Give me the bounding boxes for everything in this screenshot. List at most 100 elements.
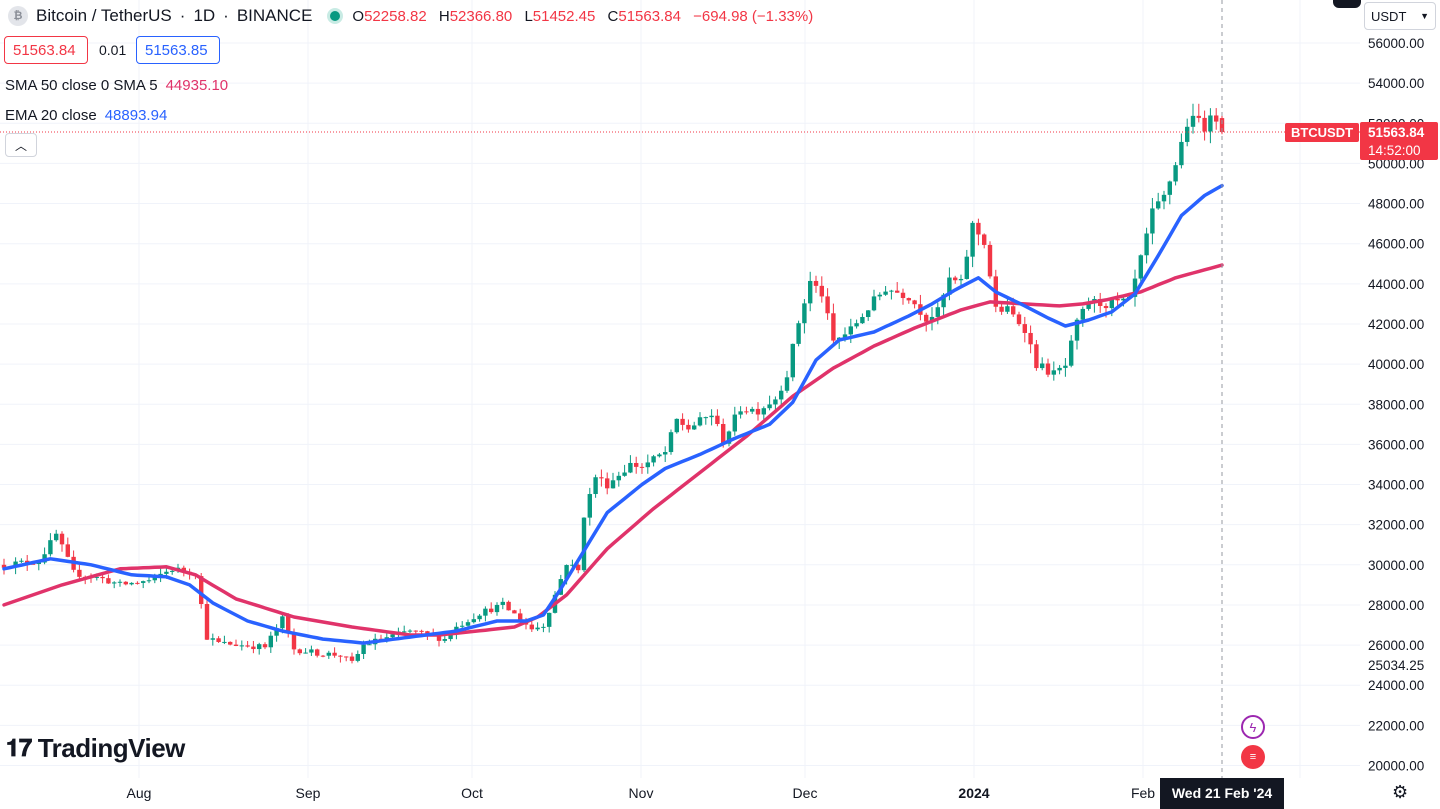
candle-body	[871, 296, 877, 311]
candle-body	[442, 639, 447, 641]
time-tick-label: Aug	[127, 785, 152, 801]
candle-body	[599, 477, 604, 479]
interval-label[interactable]: 1D	[193, 6, 216, 25]
price-tick-label: 24000.00	[1368, 678, 1424, 693]
time-axis[interactable]: Aug Sep Oct Nov Dec 2024 Feb	[127, 785, 1156, 801]
candle-body	[802, 303, 807, 324]
candle-body	[999, 306, 1004, 312]
candle-body	[796, 323, 801, 344]
us-flag-icon[interactable]: ≡	[1241, 745, 1265, 769]
sma-legend-value: 44935.10	[165, 77, 229, 94]
ema-legend-value: 48893.94	[104, 107, 168, 124]
price-tick-label: 32000.00	[1368, 518, 1424, 533]
candle-body	[697, 417, 703, 426]
candle-body	[779, 390, 784, 400]
candle-body	[767, 404, 772, 409]
candle-body	[1132, 278, 1138, 297]
candle-body	[645, 462, 650, 468]
candle-body	[1074, 319, 1080, 341]
candle-body	[471, 619, 476, 623]
price-axis[interactable]: 56000.0054000.0052000.0050000.0048000.00…	[1368, 36, 1424, 774]
candle-body	[784, 377, 790, 391]
price-tag-value: 51563.84	[1368, 125, 1425, 140]
candle-body	[895, 290, 900, 293]
price-tick-label: 26000.00	[1368, 638, 1424, 653]
candle-body	[587, 494, 592, 518]
price-tick-label: 44000.00	[1368, 277, 1424, 292]
bitcoin-logo-icon: ₿	[8, 6, 28, 26]
candle-body	[726, 431, 732, 444]
candle-body	[860, 317, 865, 324]
candle-body	[344, 656, 349, 658]
sell-button[interactable]: 51563.84	[4, 36, 88, 64]
candle-body	[367, 644, 372, 646]
candle-body	[1034, 344, 1039, 369]
candle-body	[286, 616, 291, 633]
sma-legend[interactable]: SMA 50 close 0 SMA 5 44935.10	[5, 77, 228, 94]
price-tick-label: 36000.00	[1368, 437, 1424, 452]
candle-body	[48, 540, 53, 555]
candle-body	[54, 533, 59, 541]
candle-body	[674, 418, 679, 433]
gear-icon[interactable]: ⚙	[1392, 782, 1409, 802]
candle-body	[721, 423, 726, 444]
candle-body	[355, 653, 360, 661]
candle-body	[883, 291, 888, 295]
candle-body	[547, 612, 552, 627]
candle-body	[100, 576, 105, 579]
candle-body	[222, 641, 227, 643]
candle-body	[332, 652, 337, 656]
candle-body	[512, 610, 517, 614]
candle-body	[1173, 165, 1178, 182]
candle-body	[912, 300, 917, 305]
candle-body	[831, 313, 836, 341]
tradingview-logo[interactable]: 𝟏𝟕 TradingView	[6, 733, 185, 764]
candle-body	[315, 649, 320, 656]
candle-body	[77, 569, 82, 577]
currency-selector[interactable]: USDT ▼	[1364, 2, 1436, 30]
candle-body	[123, 581, 128, 585]
ema-legend-label: EMA 20 close	[5, 107, 97, 124]
candle-body	[1161, 194, 1167, 202]
price-tick-label: 48000.00	[1368, 197, 1424, 212]
buy-button[interactable]: 51563.85	[136, 36, 220, 64]
candle-body	[1156, 201, 1161, 209]
candle-body	[825, 296, 830, 314]
candle-body	[1167, 181, 1172, 195]
candle-body	[59, 533, 65, 545]
low-value: 51452.45	[532, 7, 596, 25]
brand-name: TradingView	[37, 733, 186, 763]
candle-body	[280, 616, 285, 629]
price-tick-label: 56000.00	[1368, 36, 1424, 51]
candle-body	[1005, 306, 1010, 312]
price-tick-label: 34000.00	[1368, 478, 1424, 493]
candle-body	[628, 462, 633, 473]
candle-body	[1051, 370, 1056, 375]
lightning-icon[interactable]: ϟ	[1241, 715, 1265, 739]
exchange-label: BINANCE	[236, 6, 313, 25]
candle-body	[164, 571, 169, 574]
candle-body	[390, 634, 395, 638]
candle-body	[1214, 115, 1219, 122]
candle-body	[964, 256, 969, 279]
symbol-tag-label: BTCUSDT	[1291, 125, 1353, 140]
ema-legend[interactable]: EMA 20 close 48893.94	[5, 107, 167, 124]
candle-body	[291, 632, 297, 650]
candle-body	[941, 294, 946, 308]
symbol-title[interactable]: Bitcoin / TetherUS	[36, 6, 172, 25]
symbol-header: ₿ Bitcoin / TetherUS · 1D · BINANCE O522…	[0, 0, 821, 32]
candle-body	[419, 630, 424, 632]
candle-body	[1138, 255, 1143, 279]
candle-body	[1144, 233, 1149, 256]
candle-body	[1196, 115, 1201, 118]
collapse-legend-button[interactable]: ︿	[5, 133, 37, 157]
candle-body	[1086, 303, 1091, 309]
candle-body	[709, 415, 714, 418]
toolbar-tab[interactable]	[1333, 0, 1361, 8]
candle-body	[970, 222, 975, 257]
candle-body	[616, 475, 621, 481]
candle-body	[663, 452, 668, 455]
candle-body	[819, 285, 824, 297]
candle-body	[1045, 363, 1051, 375]
